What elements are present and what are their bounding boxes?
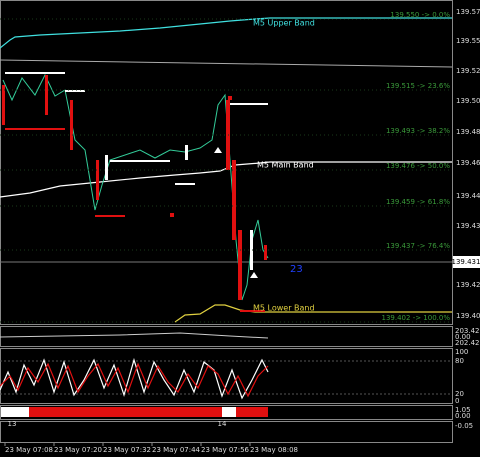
fib-label: 139.437 -> 76.4%: [386, 242, 450, 250]
time-label: 23 May 07:56: [201, 446, 250, 454]
fib-label: 139.550 -> 0.0%: [390, 11, 450, 19]
fib-label: 139.459 -> 61.8%: [386, 198, 450, 206]
candle: [232, 160, 236, 240]
time-label: 23 May 08:08: [250, 446, 298, 454]
histogram-pane: [0, 405, 453, 420]
price-label: 139.480: [456, 128, 480, 136]
dots: [95, 215, 125, 217]
dots: [110, 160, 170, 162]
price-label: 139.400: [456, 312, 480, 320]
candle: [45, 75, 48, 115]
bar-label: 14: [218, 420, 227, 428]
lower-band-label: M5 Lower Band: [253, 304, 315, 313]
price-label: 139.420: [456, 281, 480, 289]
stoch-signal: [0, 362, 269, 398]
stochastic-label: 0: [455, 397, 459, 405]
time-label: 23 May 07:32: [103, 446, 151, 454]
histogram-label: -0.05: [455, 422, 473, 430]
candle: [96, 160, 99, 200]
candle: [185, 145, 188, 160]
time-label: 23 May 07:44: [152, 446, 201, 454]
signal-dots-red: [5, 96, 265, 312]
candle: [250, 230, 253, 270]
main-pane: [0, 0, 453, 325]
histogram-white: [222, 407, 236, 417]
arrow-up: [214, 147, 222, 153]
stochastic-label: 20: [455, 390, 464, 398]
price-line: [2, 73, 269, 301]
candle: [70, 100, 73, 150]
price-label: 139.435: [456, 222, 480, 230]
main-band-label: M5 Main Band: [257, 161, 314, 170]
histogram-label: 0.00: [455, 412, 471, 420]
dots: [175, 183, 195, 185]
upper-band: [0, 17, 452, 49]
indicator-label: 203.425: [455, 327, 480, 335]
signal-dots: [5, 72, 268, 185]
indicator-label: 202.421: [455, 339, 480, 347]
price-label: 139.460: [456, 159, 480, 167]
time-label: 23 May 07:20: [54, 446, 102, 454]
arrow-up: [250, 272, 258, 278]
bar-label: 13: [8, 420, 17, 428]
candle: [105, 155, 108, 180]
fib-label: 139.402 -> 100.0%: [382, 314, 451, 322]
current-price: 139.431: [452, 258, 480, 266]
dot: [170, 213, 174, 217]
candle: [2, 85, 5, 125]
bottom-pane: [0, 421, 453, 443]
dot: [228, 96, 232, 100]
dots: [240, 310, 265, 312]
fib-label: 139.493 -> 38.2%: [386, 127, 450, 135]
dots: [5, 128, 65, 130]
candle: [238, 230, 242, 300]
fib-label: 139.476 -> 50.0%: [386, 162, 450, 170]
trend-line: [0, 59, 453, 68]
fib-label: 139.515 -> 23.6%: [386, 82, 450, 90]
dots: [65, 90, 85, 92]
histogram-white: [1, 407, 29, 417]
histogram-red: [1, 407, 268, 417]
counter: 23: [290, 264, 303, 275]
main-band: [0, 161, 452, 198]
indicator-line: [0, 332, 269, 339]
current-price-box: [453, 256, 480, 268]
bull-candles: [105, 145, 253, 270]
price-label: 139.525: [456, 67, 480, 75]
time-label: 23 May 07:08: [5, 446, 53, 454]
upper-band-label: M5 Upper Band: [253, 19, 315, 28]
price-label: 139.500: [456, 97, 480, 105]
stochastic-label: 100: [455, 348, 468, 356]
histogram-label: 1.05: [455, 406, 471, 414]
indicator-label: 0.00: [455, 333, 471, 341]
stochastic-label: 80: [455, 357, 464, 365]
price-label: 139.575: [456, 8, 480, 16]
dots: [230, 103, 268, 105]
dots: [5, 72, 65, 74]
candle: [264, 245, 267, 260]
price-label: 139.550: [456, 37, 480, 45]
stochastic-pane: [0, 348, 453, 404]
price-label: 139.445: [456, 192, 480, 200]
